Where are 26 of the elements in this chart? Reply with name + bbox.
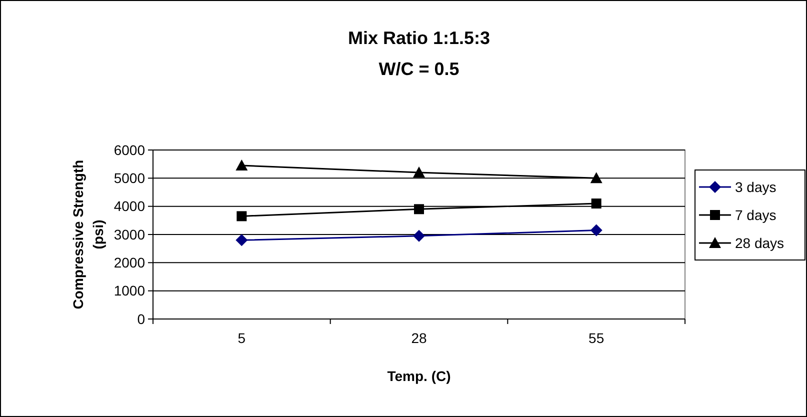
x-tick-label: 55 bbox=[588, 330, 604, 346]
y-tick-label: 2000 bbox=[114, 254, 146, 271]
point bbox=[413, 230, 425, 242]
y-tick-label: 6000 bbox=[114, 142, 146, 158]
point bbox=[236, 159, 248, 170]
chart-title: Mix Ratio 1:1.5:3 bbox=[348, 28, 490, 48]
y-axis-title: Compressive Strength (psi) bbox=[70, 160, 106, 310]
legend-label: 3 days bbox=[735, 178, 776, 195]
point bbox=[590, 224, 602, 236]
y-tick-label: 3000 bbox=[114, 226, 146, 242]
x-tick-label: 28 bbox=[411, 330, 427, 346]
point bbox=[236, 234, 248, 246]
x-tick-label: 5 bbox=[238, 330, 246, 346]
x-axis-title: Temp. (C) bbox=[387, 368, 451, 384]
y-tick-label: 1000 bbox=[114, 282, 146, 299]
point bbox=[413, 166, 425, 178]
point bbox=[590, 172, 602, 184]
y-tick-label: 0 bbox=[137, 310, 146, 327]
point bbox=[591, 198, 602, 209]
y-tick-label: 4000 bbox=[114, 198, 146, 214]
point bbox=[236, 211, 247, 222]
point bbox=[414, 204, 424, 214]
legend-label: 28 days bbox=[735, 234, 784, 251]
chart-subtitle: W/C = 0.5 bbox=[378, 59, 460, 79]
y-tick-label: 5000 bbox=[114, 170, 146, 186]
legend-label: 7 days bbox=[735, 206, 776, 223]
